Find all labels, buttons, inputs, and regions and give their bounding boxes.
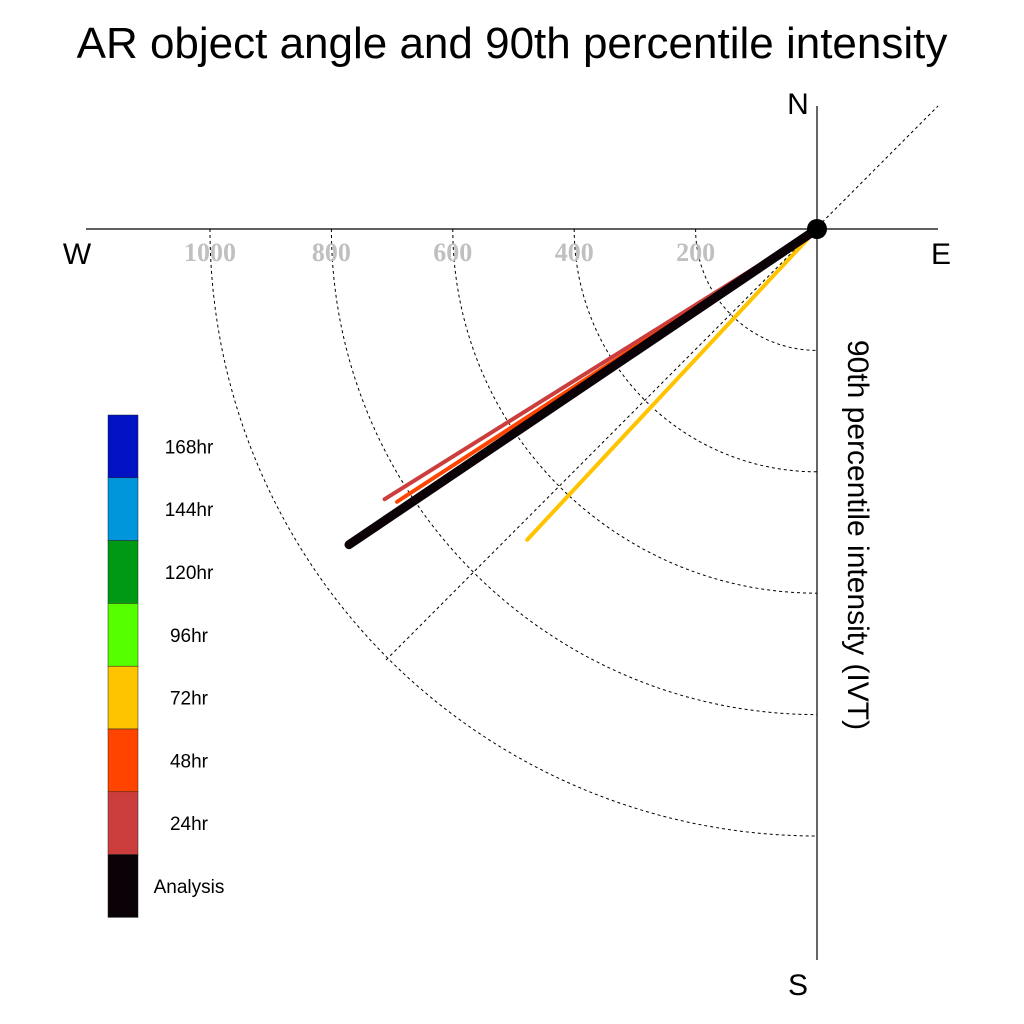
radial-tick-label: 400 xyxy=(555,238,594,267)
series-vectors xyxy=(344,224,822,550)
legend-label: 120hr xyxy=(165,563,214,584)
legend-swatch xyxy=(107,854,139,918)
radial-grid xyxy=(209,105,939,837)
radial-tick-labels: 200 400 600 800 1000 xyxy=(184,238,715,267)
radial-circle xyxy=(330,228,818,716)
radial-circle xyxy=(452,228,818,594)
legend-label: 144hr xyxy=(165,500,214,521)
legend-label: 96hr xyxy=(170,626,209,647)
compass-south-label: S xyxy=(788,969,808,1002)
legend-swatch xyxy=(107,540,139,604)
origin-dot xyxy=(807,219,827,239)
legend-swatch xyxy=(107,603,139,667)
compass-east-label: E xyxy=(931,238,951,271)
legend-label: Analysis xyxy=(154,877,225,898)
radial-tick-label: 600 xyxy=(433,238,472,267)
legend-swatch xyxy=(107,791,139,855)
radial-circle xyxy=(573,228,818,473)
compass-west-label: W xyxy=(63,238,92,271)
radial-circle xyxy=(695,228,818,351)
vector-analysis xyxy=(344,224,822,550)
radial-tick-label: 1000 xyxy=(184,238,236,267)
legend-swatch xyxy=(107,414,139,479)
compass-north-label: N xyxy=(787,88,809,121)
chart-title: AR object angle and 90th percentile inte… xyxy=(77,19,948,68)
legend-label: 24hr xyxy=(170,814,209,835)
legend-swatch xyxy=(107,728,139,793)
vector-72hr xyxy=(525,227,819,542)
legend-label: 168hr xyxy=(165,437,214,458)
legend-swatch xyxy=(107,477,139,541)
legend: 168hr 144hr 120hr 96hr 72hr 48hr 24hr Analysis xyxy=(107,414,225,918)
legend-label: 72hr xyxy=(170,689,209,710)
radial-tick-label: 200 xyxy=(676,238,715,267)
legend-swatch xyxy=(107,665,139,730)
diagonal-reference-line xyxy=(385,105,939,661)
legend-label: 48hr xyxy=(170,751,209,772)
y-axis-label: 90th percentile intensity (IVT) xyxy=(841,340,874,730)
radial-tick-label: 800 xyxy=(312,238,351,267)
